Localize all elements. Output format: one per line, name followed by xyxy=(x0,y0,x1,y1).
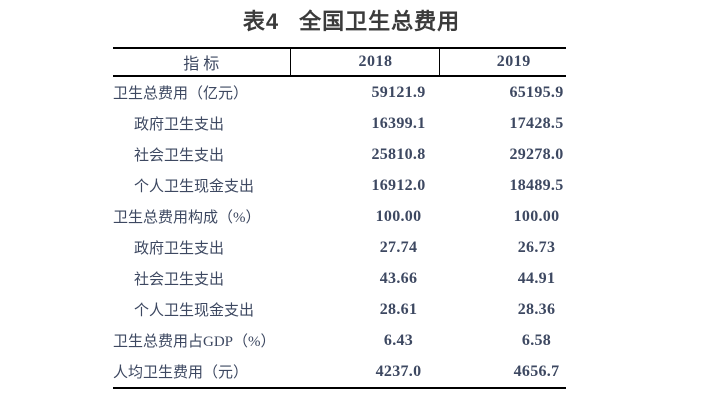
row-label: 卫生总费用占GDP（%） xyxy=(113,334,276,350)
table-row: 政府卫生支出 16399.1 17428.5 xyxy=(113,108,566,139)
value-2019: 29278.0 xyxy=(509,145,564,163)
value-2019: 28.36 xyxy=(517,300,556,318)
health-expenditure-table: 指 标 2018 2019 卫生总费用（亿元） 59121.9 65195.9 政府卫… xyxy=(113,47,566,389)
table-row: 社会卫生支出 43.66 44.91 xyxy=(113,263,566,294)
table-row: 卫生总费用构成（%） 100.00 100.00 xyxy=(113,201,566,232)
row-label: 人均卫生费用（元） xyxy=(113,356,290,389)
value-2019: 18489.5 xyxy=(509,176,564,194)
row-label: 政府卫生支出 xyxy=(134,241,225,257)
value-2019: 65195.9 xyxy=(509,83,564,101)
column-header-indicator: 指 标 xyxy=(113,47,290,77)
header-row: 指 标 2018 2019 xyxy=(113,47,566,77)
table-row: 人均卫生费用（元） 4237.0 4656.7 xyxy=(113,356,566,389)
table-row: 卫生总费用（亿元） 59121.9 65195.9 xyxy=(113,76,566,108)
table-row: 卫生总费用占GDP（%） 6.43 6.58 xyxy=(113,325,566,356)
value-2019: 17428.5 xyxy=(509,114,564,132)
table-body: 卫生总费用（亿元） 59121.9 65195.9 政府卫生支出 16399.1 1742… xyxy=(113,76,566,389)
table-row: 个人卫生现金支出 16912.0 18489.5 xyxy=(113,170,566,201)
value-2018: 4237.0 xyxy=(290,356,439,389)
table-header: 指 标 2018 2019 xyxy=(113,47,566,77)
table-title: 表4 全国卫生总费用 xyxy=(0,7,703,37)
value-2018: 28.61 xyxy=(379,300,418,318)
value-2018: 100.00 xyxy=(375,207,422,225)
table-row: 个人卫生现金支出 28.61 28.36 xyxy=(113,294,566,325)
table-number: 表4 xyxy=(242,9,280,34)
column-header-2018: 2018 xyxy=(289,47,439,77)
value-2018: 16912.0 xyxy=(371,176,426,194)
value-2019: 6.58 xyxy=(521,331,552,349)
row-label: 个人卫生现金支出 xyxy=(134,179,255,195)
value-2019: 44.91 xyxy=(517,269,556,287)
row-label: 个人卫生现金支出 xyxy=(134,303,255,319)
value-2018: 16399.1 xyxy=(371,114,426,132)
table-title-text: 全国卫生总费用 xyxy=(299,9,461,34)
value-2018: 6.43 xyxy=(383,331,414,349)
row-label: 卫生总费用（亿元） xyxy=(113,86,249,102)
table-row: 政府卫生支出 27.74 26.73 xyxy=(113,232,566,263)
row-label: 社会卫生支出 xyxy=(134,272,225,288)
value-2018: 43.66 xyxy=(379,269,418,287)
table-row: 社会卫生支出 25810.8 29278.0 xyxy=(113,139,566,170)
value-2019: 100.00 xyxy=(513,207,560,225)
column-header-2019: 2019 xyxy=(438,47,566,77)
row-label: 卫生总费用构成（%） xyxy=(113,210,261,226)
value-2019: 26.73 xyxy=(517,238,556,256)
value-2018: 27.74 xyxy=(379,238,418,256)
value-2018: 59121.9 xyxy=(371,83,426,101)
row-label: 政府卫生支出 xyxy=(134,117,225,133)
row-label: 社会卫生支出 xyxy=(134,148,225,164)
value-2019: 4656.7 xyxy=(439,356,566,389)
value-2018: 25810.8 xyxy=(371,145,426,163)
